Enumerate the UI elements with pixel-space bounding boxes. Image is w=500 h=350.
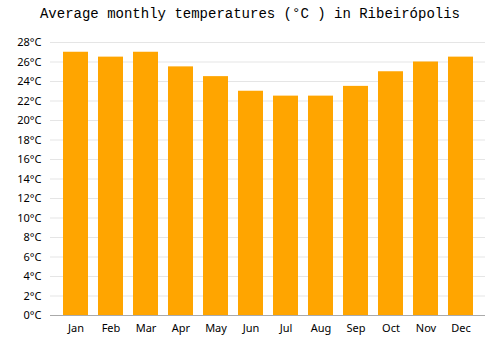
- svg-text:Aug: Aug: [311, 320, 332, 335]
- svg-text:Jan: Jan: [67, 320, 84, 335]
- svg-text:Feb: Feb: [102, 320, 121, 335]
- svg-text:2°C: 2°C: [24, 288, 42, 303]
- svg-text:6°C: 6°C: [24, 249, 42, 264]
- svg-text:14°C: 14°C: [17, 171, 41, 186]
- svg-text:4°C: 4°C: [24, 268, 42, 283]
- svg-text:Jun: Jun: [242, 320, 260, 335]
- svg-text:24°C: 24°C: [17, 73, 41, 88]
- svg-text:Sep: Sep: [346, 320, 365, 335]
- svg-text:0°C: 0°C: [24, 307, 42, 322]
- svg-text:18°C: 18°C: [17, 132, 41, 147]
- svg-text:12°C: 12°C: [17, 190, 41, 205]
- svg-text:Nov: Nov: [416, 320, 437, 335]
- svg-text:Jul: Jul: [279, 320, 293, 335]
- svg-text:Dec: Dec: [451, 320, 471, 335]
- svg-text:8°C: 8°C: [24, 229, 42, 244]
- svg-text:Apr: Apr: [172, 320, 191, 335]
- svg-text:Oct: Oct: [382, 320, 400, 335]
- svg-text:May: May: [205, 320, 227, 335]
- svg-text:20°C: 20°C: [17, 112, 41, 127]
- svg-text:22°C: 22°C: [17, 93, 41, 108]
- html-text:Average monthly temperatures (: Average monthly temperatures (°C ) in Ri…: [40, 6, 460, 22]
- svg-text:26°C: 26°C: [17, 54, 41, 69]
- svg-text:10°C: 10°C: [17, 210, 41, 225]
- svg-text:16°C: 16°C: [17, 151, 41, 166]
- svg-text:28°C: 28°C: [17, 34, 41, 49]
- svg-text:Mar: Mar: [136, 320, 157, 335]
